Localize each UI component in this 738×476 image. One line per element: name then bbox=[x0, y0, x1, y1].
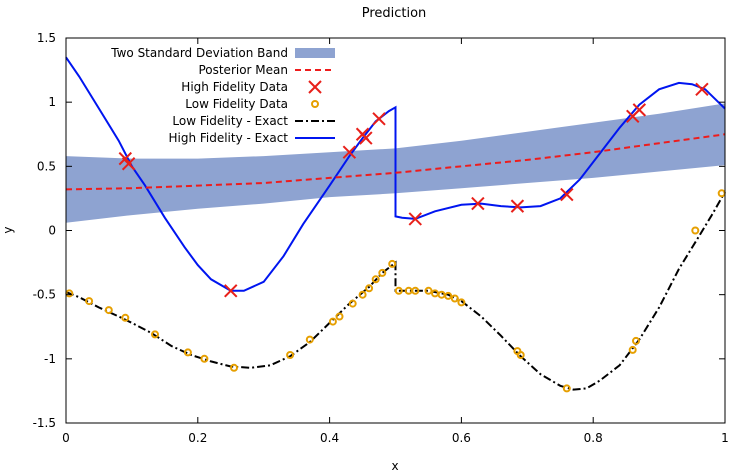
legend: Two Standard Deviation Band Posterior Me… bbox=[110, 46, 335, 145]
low-fidelity-point bbox=[305, 335, 314, 344]
high-fidelity-point bbox=[695, 82, 709, 97]
x-tick-label: 0.6 bbox=[452, 431, 471, 445]
plot-area bbox=[65, 56, 726, 393]
low-fidelity-point bbox=[371, 275, 380, 284]
low-fidelity-point bbox=[628, 345, 637, 354]
low-fidelity-point bbox=[444, 291, 453, 300]
legend-label-mean: Posterior Mean bbox=[198, 63, 288, 77]
legend-label-high-data: High Fidelity Data bbox=[181, 80, 288, 94]
low-fidelity-point bbox=[388, 259, 397, 268]
low-fidelity-point bbox=[424, 286, 433, 295]
low-fidelity-point bbox=[516, 351, 525, 359]
high-fidelity-point bbox=[560, 187, 574, 202]
y-tick-label: 0.5 bbox=[37, 159, 56, 173]
high-fidelity-point bbox=[632, 103, 647, 117]
high-fidelity-point bbox=[372, 112, 386, 126]
high-fidelity-point bbox=[342, 145, 357, 159]
low-fidelity-point bbox=[717, 189, 726, 198]
low-fidelity-point bbox=[394, 286, 403, 295]
legend-swatch-low-data bbox=[311, 100, 319, 108]
low-fidelity-point bbox=[632, 336, 640, 345]
high-fidelity-point bbox=[471, 196, 485, 211]
low-fidelity-point bbox=[151, 330, 159, 339]
low-fidelity-point bbox=[104, 306, 113, 315]
y-tick-label: 0 bbox=[48, 224, 56, 238]
x-tick-label: 1 bbox=[721, 431, 729, 445]
high-fidelity-exact-line bbox=[65, 56, 726, 292]
y-tick-label: -0.5 bbox=[33, 288, 56, 302]
legend-label-high-exact: High Fidelity - Exact bbox=[168, 131, 288, 145]
high-fidelity-point bbox=[121, 157, 136, 171]
y-tick-label: 1.5 bbox=[37, 31, 56, 45]
y-tick-label: 1 bbox=[48, 95, 56, 109]
high-fidelity-data-markers bbox=[118, 82, 709, 298]
x-tick-label: 0.4 bbox=[320, 431, 339, 445]
low-fidelity-point bbox=[335, 312, 344, 321]
low-fidelity-point bbox=[348, 299, 357, 308]
high-fidelity-point bbox=[408, 212, 422, 226]
low-fidelity-point bbox=[431, 289, 439, 298]
low-fidelity-point bbox=[200, 354, 209, 363]
low-fidelity-point bbox=[358, 290, 367, 299]
plot-frame bbox=[65, 37, 726, 424]
high-fidelity-point bbox=[510, 199, 525, 213]
low-fidelity-data-markers bbox=[65, 189, 726, 393]
low-fidelity-point bbox=[691, 226, 700, 235]
low-fidelity-point bbox=[404, 286, 413, 295]
low-fidelity-point bbox=[121, 313, 130, 322]
legend-label-low-data: Low Fidelity Data bbox=[185, 97, 288, 111]
x-tick-label: 0 bbox=[62, 431, 70, 445]
legend-label-low-exact: Low Fidelity - Exact bbox=[172, 114, 288, 128]
low-fidelity-point bbox=[85, 297, 94, 306]
y-tick-label: -1 bbox=[44, 352, 56, 366]
y-axis-label: y bbox=[1, 226, 15, 233]
low-fidelity-point bbox=[378, 268, 387, 277]
x-axis-label: x bbox=[391, 459, 398, 473]
posterior-mean-line bbox=[65, 133, 726, 191]
y-tick-label: -1.5 bbox=[33, 416, 56, 430]
x-axis-ticks: 0 0.2 0.4 0.6 0.8 1 bbox=[62, 38, 729, 445]
x-tick-label: 0.2 bbox=[188, 431, 207, 445]
high-fidelity-point bbox=[359, 131, 373, 145]
x-tick-label: 0.8 bbox=[584, 431, 603, 445]
low-fidelity-point bbox=[457, 298, 466, 307]
low-fidelity-point bbox=[437, 290, 446, 299]
legend-label-band: Two Standard Deviation Band bbox=[110, 46, 288, 60]
low-fidelity-point bbox=[450, 294, 459, 303]
legend-swatch-high-data bbox=[308, 80, 322, 94]
low-fidelity-point bbox=[365, 284, 374, 293]
chart-title: Prediction bbox=[362, 6, 427, 21]
low-fidelity-point bbox=[286, 351, 295, 359]
high-fidelity-point bbox=[224, 284, 238, 298]
legend-swatch-band bbox=[295, 48, 335, 58]
low-fidelity-point bbox=[411, 286, 420, 295]
low-fidelity-point bbox=[328, 317, 337, 326]
low-fidelity-point bbox=[230, 363, 238, 372]
low-fidelity-point bbox=[562, 384, 571, 393]
y-axis-ticks: -1.5 -1 -0.5 0 0.5 1 1.5 bbox=[33, 31, 725, 430]
low-fidelity-point bbox=[183, 348, 192, 357]
